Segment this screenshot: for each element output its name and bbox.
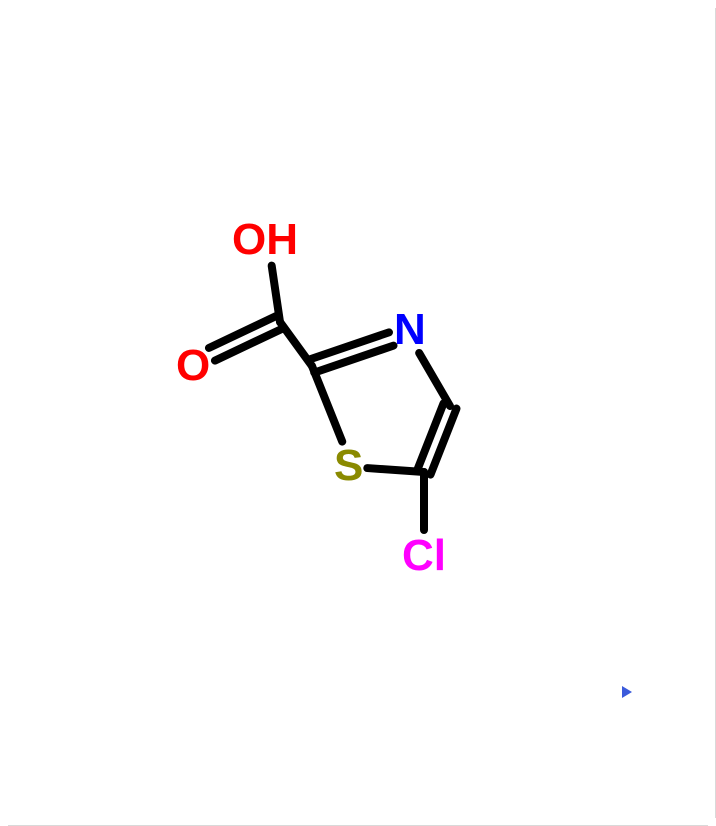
atom-O: O <box>176 344 210 388</box>
atom-S: S <box>334 444 363 488</box>
bond-layer <box>0 0 716 826</box>
atom-N: N <box>394 308 426 352</box>
atom-OH: OH <box>232 218 298 262</box>
atom-Cl: Cl <box>402 534 446 578</box>
molecule-canvas: OH O N S Cl <box>0 0 716 826</box>
play-icon <box>622 686 632 698</box>
